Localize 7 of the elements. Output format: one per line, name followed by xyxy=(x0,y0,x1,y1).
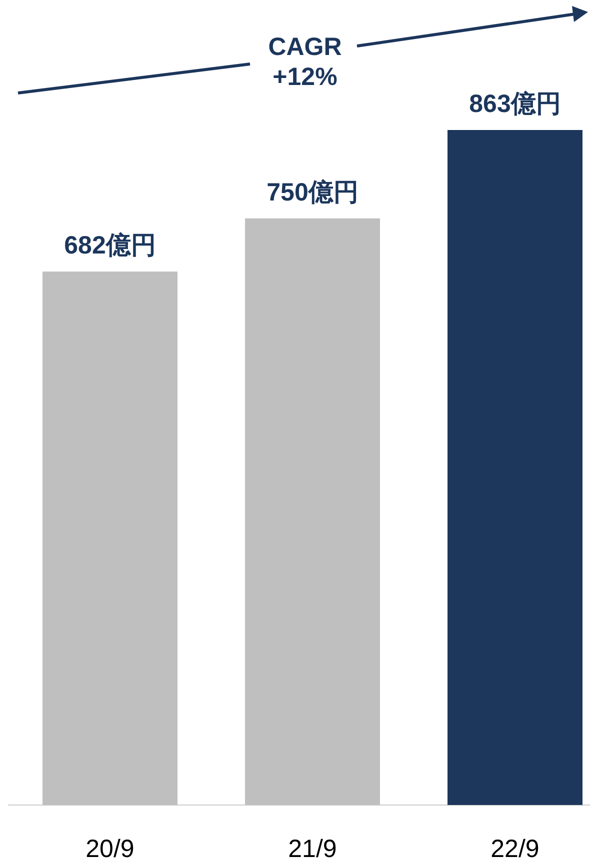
data-label: 863億円 xyxy=(469,90,561,118)
data-label: 682億円 xyxy=(64,232,156,260)
text: CAGR +12% xyxy=(268,33,342,91)
x-tick-label: 21/9 xyxy=(288,835,337,863)
data-label: 750億円 xyxy=(266,178,358,206)
x-tick-label: 20/9 xyxy=(86,835,134,863)
x-tick-label: 22/9 xyxy=(490,835,540,863)
